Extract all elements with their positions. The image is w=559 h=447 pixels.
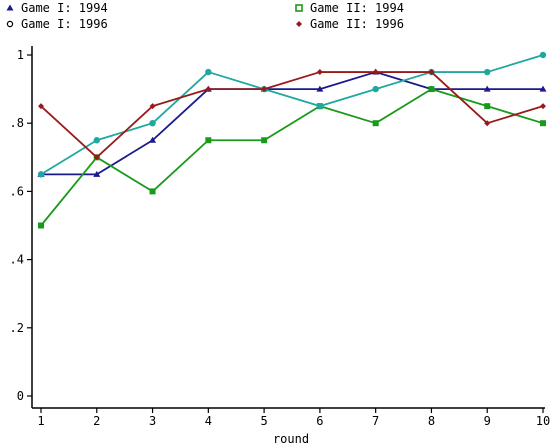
x-tick-label: 10 bbox=[536, 414, 550, 428]
data-point bbox=[261, 86, 268, 93]
series-line bbox=[40, 88, 544, 227]
legend-item: Game II: 1994 bbox=[295, 1, 404, 15]
data-point bbox=[484, 68, 491, 76]
data-point bbox=[149, 136, 157, 143]
data-point bbox=[37, 171, 45, 178]
data-point bbox=[38, 103, 44, 110]
axes: 0 .2 .4 .6 .8 1 1 2 3 4 5 6 7 8 9 10 bbox=[10, 46, 550, 428]
data-point bbox=[316, 102, 324, 110]
legend-label: Game I: 1994 bbox=[21, 1, 108, 15]
data-point bbox=[149, 103, 156, 110]
legend-label: Game II: 1994 bbox=[310, 1, 404, 15]
x-tick-label: 8 bbox=[428, 414, 435, 428]
y-tick-label: .6 bbox=[10, 184, 24, 198]
series-line bbox=[40, 54, 544, 176]
data-point bbox=[372, 85, 379, 93]
legend-marker bbox=[6, 4, 14, 11]
x-tick-label: 4 bbox=[205, 414, 212, 428]
x-tick-label: 6 bbox=[316, 414, 323, 428]
data-point bbox=[316, 69, 323, 76]
data-point bbox=[539, 51, 547, 59]
data-point bbox=[316, 85, 324, 92]
legend-marker bbox=[295, 4, 303, 12]
data-point bbox=[428, 86, 435, 93]
legend-item: Game I: 1994 bbox=[6, 1, 108, 15]
legend-label: Game II: 1996 bbox=[310, 17, 404, 31]
data-point bbox=[372, 69, 379, 76]
y-tick-label: .2 bbox=[10, 321, 24, 335]
data-point bbox=[93, 154, 100, 161]
data-point bbox=[484, 120, 491, 127]
series-4 bbox=[38, 69, 546, 161]
x-tick-label: 3 bbox=[149, 414, 156, 428]
data-point bbox=[38, 222, 44, 229]
series-layer bbox=[37, 51, 547, 229]
series-3 bbox=[37, 51, 547, 178]
y-tick-label: .4 bbox=[10, 253, 24, 267]
legend-item: Game I: 1996 bbox=[6, 17, 108, 31]
x-axis-label: round bbox=[273, 432, 309, 446]
legend-item: Game II: 1996 bbox=[296, 17, 404, 31]
data-point bbox=[93, 137, 100, 144]
legend: Game I: 1994 Game II: 1994 Game I: 1996 Gam… bbox=[6, 1, 404, 31]
series-line bbox=[40, 71, 544, 159]
data-point bbox=[205, 86, 212, 93]
legend-marker bbox=[6, 20, 14, 28]
data-point bbox=[540, 103, 546, 110]
x-tick-label: 2 bbox=[93, 414, 100, 428]
data-point bbox=[539, 85, 547, 92]
data-point bbox=[149, 188, 156, 195]
data-point bbox=[261, 137, 268, 144]
data-point bbox=[483, 85, 491, 92]
x-tick-label: 9 bbox=[484, 414, 491, 428]
x-tick-label: 7 bbox=[372, 414, 379, 428]
legend-label: Game I: 1996 bbox=[21, 17, 108, 31]
x-tick-label: 1 bbox=[37, 414, 44, 428]
data-point bbox=[149, 120, 156, 127]
data-point bbox=[372, 120, 379, 127]
data-point bbox=[93, 170, 101, 177]
y-tick-label: 0 bbox=[17, 389, 24, 403]
data-point bbox=[205, 68, 212, 76]
data-point bbox=[205, 137, 212, 144]
legend-marker bbox=[296, 21, 302, 27]
y-tick-label: .8 bbox=[10, 116, 24, 130]
y-tick-label: 1 bbox=[17, 48, 24, 62]
x-tick-label: 5 bbox=[260, 414, 267, 428]
data-point bbox=[540, 120, 546, 127]
data-point bbox=[484, 103, 491, 110]
data-point bbox=[428, 69, 435, 76]
series-line bbox=[41, 71, 543, 176]
